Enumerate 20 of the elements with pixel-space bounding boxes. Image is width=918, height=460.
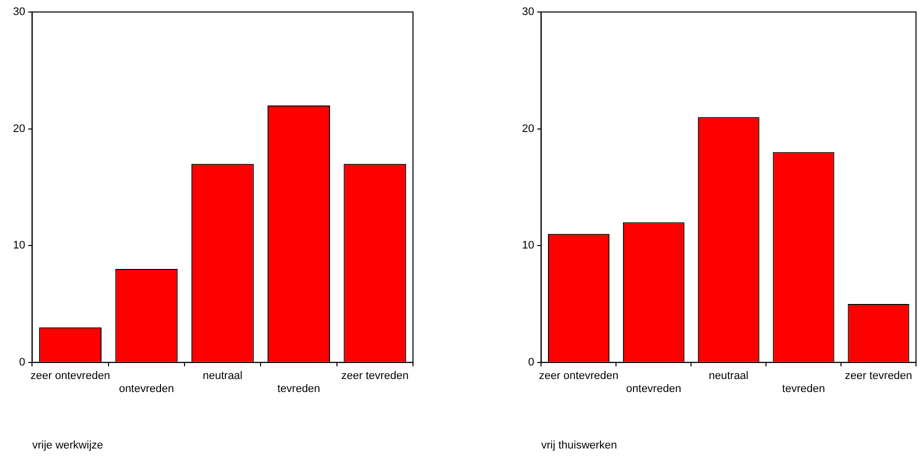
x-tick-label: zeer ontevreden: [538, 370, 618, 382]
x-tick-label: neutraal: [708, 370, 748, 382]
y-tick-label: 10: [522, 240, 534, 252]
x-tick-label: neutraal: [202, 370, 242, 382]
x-tick-label: ontevreden: [626, 383, 682, 396]
y-tick-label: 0: [19, 356, 26, 368]
x-tick-label: tevreden: [782, 383, 825, 396]
y-tick-label: 0: [528, 356, 534, 368]
x-tick-label: zeer ontevreden: [30, 370, 110, 382]
y-tick-label: 20: [522, 122, 534, 135]
x-axis-title: vrije werkwijze: [32, 439, 104, 452]
x-tick-label: tevreden: [277, 383, 320, 396]
y-tick-label: 10: [12, 240, 26, 252]
x-tick-label: ontevreden: [118, 383, 174, 396]
y-tick-label: 30: [522, 6, 534, 18]
x-axis-title: vrij thuiswerken: [541, 439, 618, 452]
x-tick-label: zeer tevreden: [341, 370, 409, 382]
y-tick-label: 30: [12, 6, 26, 18]
y-tick-label: 20: [12, 122, 26, 135]
x-tick-label: zeer tevreden: [844, 370, 912, 382]
